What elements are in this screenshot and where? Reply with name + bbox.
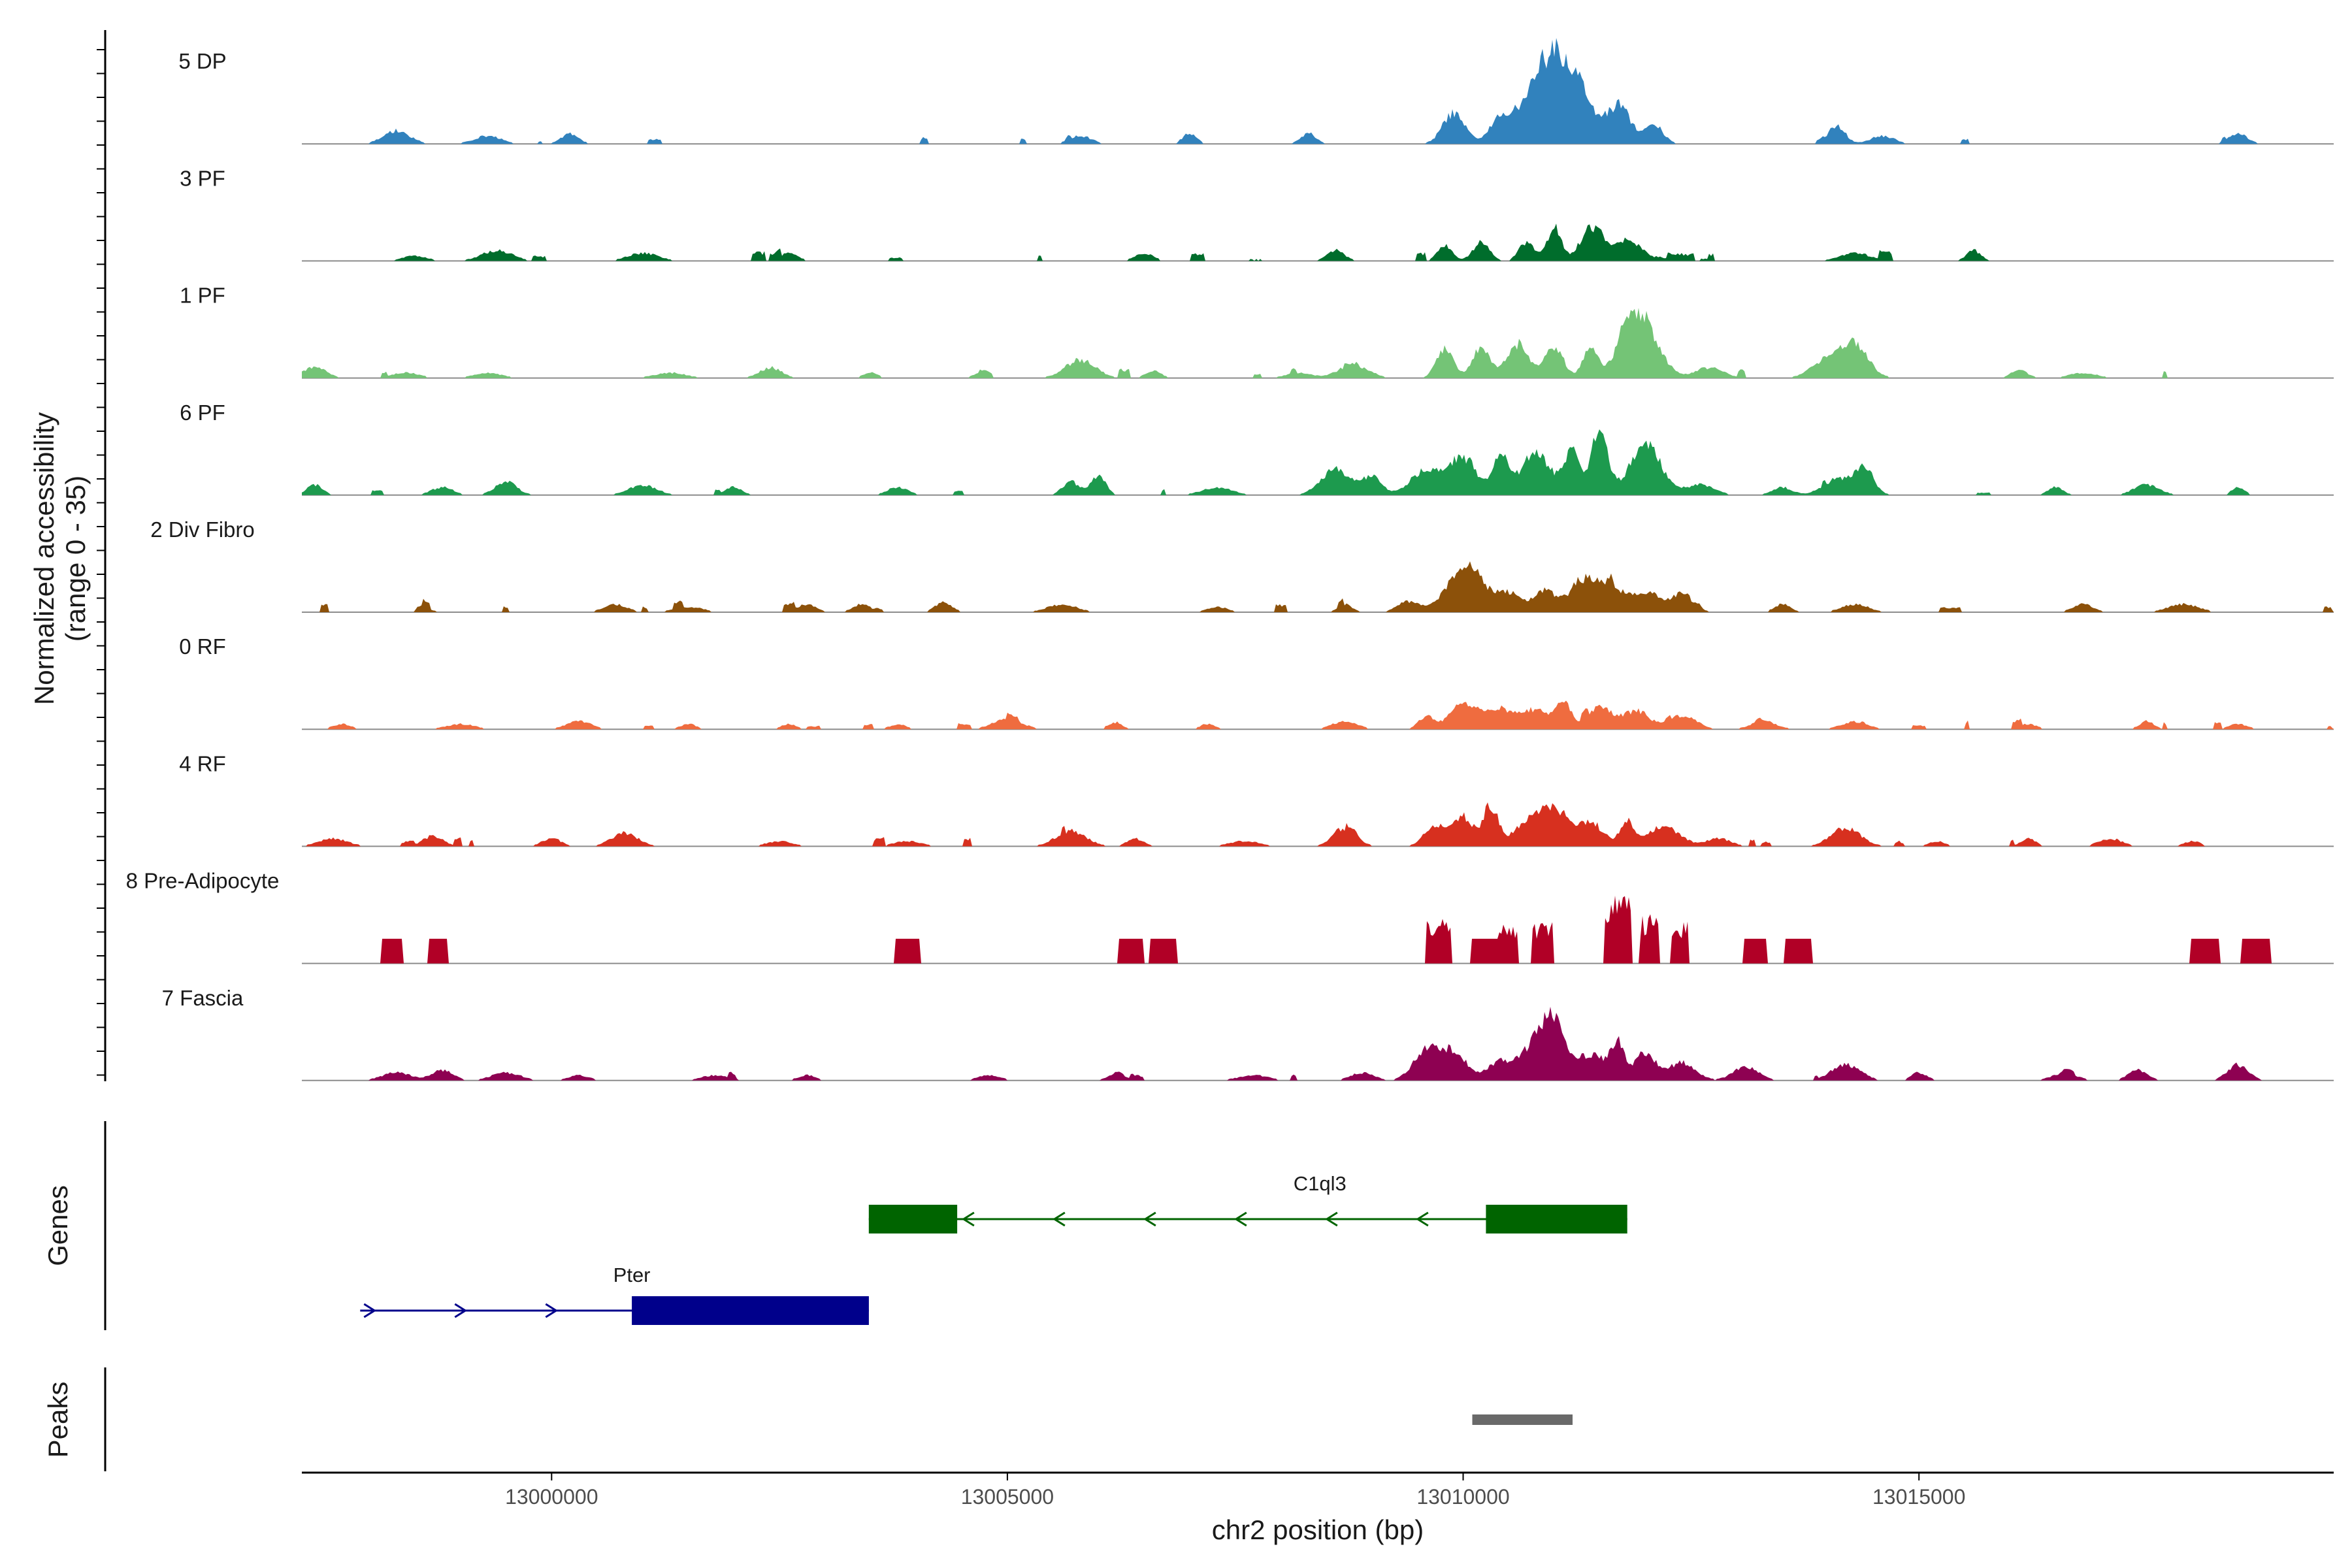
track-1-pf: 1 PF (180, 284, 2334, 379)
strand-arrow (454, 1303, 468, 1318)
coverage-y-ticks (97, 49, 105, 1076)
track-label: 7 Fascia (162, 986, 244, 1010)
gene-label: Pter (613, 1264, 651, 1286)
track-3-pf: 3 PF (180, 166, 2334, 262)
y-axis-title-line2: (range 0 - 35) (60, 476, 91, 642)
strand-arrow (962, 1211, 975, 1227)
coverage-tracks: 5 DP 3 PF 1 PF 6 PF 2 Div Fibro 0 RF 4 RF 8 Pre… (126, 38, 2334, 1081)
track-label: 2 Div Fibro (150, 517, 255, 542)
genes-panel-title: Genes (42, 1185, 73, 1266)
x-tick-label: 13015000 (1872, 1485, 1965, 1509)
x-tick-label: 13005000 (961, 1485, 1054, 1509)
peaks-panel: Peaks (42, 1367, 1573, 1471)
strand-arrow (1234, 1211, 1247, 1227)
gene-exon (1486, 1205, 1627, 1233)
x-tick-label: 13000000 (505, 1485, 598, 1509)
gene-c1ql3: C1ql3 (868, 1172, 1627, 1233)
track-7-fascia: 7 Fascia (162, 986, 2334, 1081)
strand-arrow (545, 1303, 559, 1318)
track-label: 5 DP (178, 49, 226, 73)
track-label: 0 RF (179, 634, 226, 659)
gene-models: C1ql3 Pter (360, 1172, 1627, 1325)
peak-region (1472, 1414, 1573, 1425)
strand-arrow (1053, 1211, 1066, 1227)
y-axis-title-line1: Normalized accessibility (29, 412, 59, 705)
track-6-pf: 6 PF (180, 400, 2334, 496)
track-label: 4 RF (179, 751, 226, 776)
strand-arrow (1143, 1211, 1156, 1227)
gene-label: C1ql3 (1294, 1172, 1347, 1195)
strand-arrow (1416, 1211, 1429, 1227)
coverage-area (302, 223, 2334, 261)
strand-arrow (1325, 1211, 1338, 1227)
peak-regions (1472, 1414, 1573, 1425)
x-tick-label: 13010000 (1416, 1485, 1509, 1509)
track-2-div-fibro: 2 Div Fibro (150, 517, 2334, 613)
coverage-area (302, 308, 2334, 378)
gene-exon (632, 1296, 869, 1325)
track-label: 1 PF (180, 284, 225, 308)
track-5-dp: 5 DP (178, 38, 2334, 145)
genes-panel: Genes C1ql3 Pter (42, 1121, 1627, 1330)
x-axis-title: chr2 position (bp) (1212, 1514, 1424, 1545)
gene-pter: Pter (360, 1264, 869, 1325)
track-0-rf: 0 RF (179, 634, 2334, 730)
y-axis-title: Normalized accessibility (range 0 - 35) (29, 412, 91, 705)
track-8-pre-adipocyte: 8 Pre-Adipocyte (126, 869, 2334, 964)
track-label: 6 PF (180, 400, 225, 425)
strand-arrow (363, 1303, 377, 1318)
coverage-area (302, 429, 2334, 495)
peaks-panel-title: Peaks (42, 1382, 73, 1458)
track-label: 8 Pre-Adipocyte (126, 869, 280, 893)
coverage-area (302, 1006, 2334, 1081)
x-axis-ticks: 13000000 13005000 13010000 13015000 (505, 1473, 1965, 1509)
gene-exon (868, 1205, 958, 1233)
track-label: 3 PF (180, 166, 225, 190)
track-4-rf: 4 RF (179, 751, 2334, 847)
